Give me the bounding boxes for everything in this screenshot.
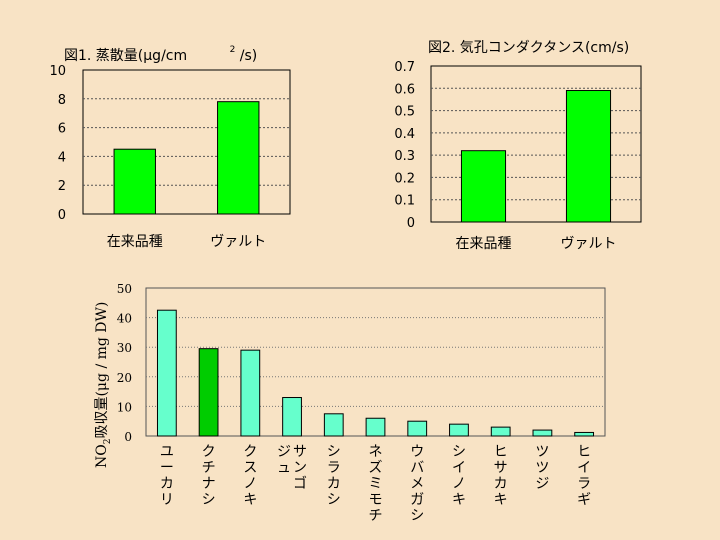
chart2-plot-area: 0 0.1 0.2 0.3 0.4 0.5 0.6 0.7 在来品種 ヴァルト — [394, 60, 642, 252]
y-tick-label: 0.6 — [394, 82, 415, 97]
y-tick-label: 0 — [407, 216, 415, 231]
bar-2 — [565, 90, 612, 223]
bar-11 — [574, 431, 595, 437]
chart2-bars — [460, 90, 612, 223]
y-tick-label: 0.3 — [394, 149, 415, 164]
chart3-ylabel: NO2吸収量(μg / mg DW) — [94, 302, 113, 468]
chart1-frame — [82, 69, 291, 215]
bar-1 — [156, 309, 177, 437]
x-tick-label: クチナシ — [202, 444, 216, 508]
bar-4 — [282, 397, 302, 437]
y-tick-label: 2 — [58, 179, 66, 194]
y-tick-label: 30 — [117, 341, 132, 355]
chart2-frame — [430, 65, 642, 223]
y-tick-label: 8 — [58, 93, 66, 108]
y-tick-label: 40 — [117, 312, 132, 326]
x-tick-label: ネズミモチ — [369, 444, 383, 524]
x-tick-label: サンゴ — [293, 444, 307, 492]
x-tick-label: ヒイラギ — [577, 444, 591, 508]
x-tick-label: ジュ — [277, 444, 291, 476]
bar-6 — [365, 417, 386, 437]
y-tick-label: 20 — [117, 371, 132, 385]
bar-2 — [198, 348, 219, 437]
x-tick-label: ユーカリ — [160, 444, 174, 508]
bar-3 — [240, 349, 261, 437]
x-tick-label: ヴァルト — [210, 233, 266, 250]
bar-1 — [460, 150, 507, 223]
y-tick-label: 0.4 — [394, 127, 415, 142]
bar-9 — [490, 426, 511, 437]
y-tick-label: 0.2 — [394, 171, 415, 186]
bar-1 — [113, 148, 156, 215]
x-tick-label: ヴァルト — [561, 235, 617, 252]
x-tick-label: クスノキ — [243, 444, 257, 508]
y-tick-label: 0 — [58, 208, 66, 223]
bar-8 — [449, 423, 469, 437]
x-tick-label: ヒサカキ — [494, 444, 508, 508]
y-tick-label: 4 — [58, 150, 66, 165]
x-tick-label: 在来品種 — [456, 236, 512, 252]
bar-10 — [532, 429, 553, 437]
x-tick-label: ツツジ — [535, 444, 549, 492]
y-tick-label: 0.5 — [394, 105, 415, 120]
bar-2 — [217, 101, 260, 215]
chart3-bars — [156, 309, 595, 437]
bar-5 — [323, 413, 344, 437]
y-tick-label: 6 — [58, 122, 66, 137]
x-tick-label: シラカシ — [327, 444, 341, 508]
y-tick-label: 50 — [117, 282, 132, 296]
chart2-title: 図2. 気孔コンダクタンス(cm/s) — [428, 40, 629, 56]
x-tick-label: ウバメガシ — [410, 444, 424, 524]
y-tick-label: 10 — [117, 400, 132, 414]
chart1-bars — [113, 101, 260, 215]
y-tick-label: 0.7 — [394, 60, 415, 75]
chart1-title: 図1. 蒸散量(μg/cm 2 /s) — [64, 40, 257, 64]
y-tick-label: 10 — [49, 64, 66, 79]
x-tick-label: シイノキ — [452, 444, 466, 508]
y-tick-label: 0 — [124, 430, 132, 444]
bar-7 — [407, 420, 428, 437]
y-tick-label: 0.1 — [394, 194, 415, 209]
x-tick-label: 在来品種 — [107, 234, 163, 250]
